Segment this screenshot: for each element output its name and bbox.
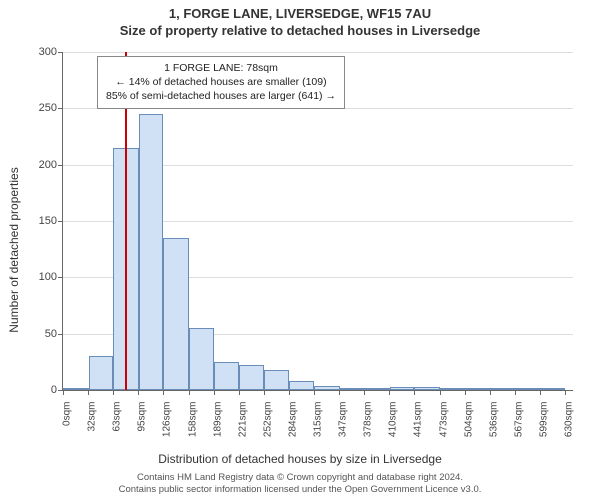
footer-line1: Contains HM Land Registry data © Crown c… [0,472,600,484]
x-tick [465,390,466,395]
x-tick-label: 504sqm [463,402,474,438]
x-tick [364,390,365,395]
x-tick-label: 32sqm [87,402,98,432]
x-tick-label: 630sqm [564,402,575,438]
x-tick-label: 95sqm [137,402,148,432]
y-tick [58,165,63,166]
x-tick-label: 126sqm [162,402,173,438]
x-tick [163,390,164,395]
x-tick-label: 473sqm [438,402,449,438]
y-axis-title: Number of detached properties [7,167,21,332]
y-tick-label: 300 [39,46,57,58]
y-tick [58,52,63,53]
histogram-bar [239,365,264,390]
y-tick [58,334,63,335]
histogram-bar [340,388,365,390]
x-tick [414,390,415,395]
histogram-bar [89,356,114,390]
x-tick-label: 63sqm [112,402,123,432]
x-tick-label: 378sqm [363,402,374,438]
histogram-bar [490,388,515,390]
info-box: 1 FORGE LANE: 78sqm← 14% of detached hou… [97,56,345,109]
histogram-bar [465,388,491,390]
y-tick [58,277,63,278]
y-tick-label: 200 [39,159,57,171]
histogram-bar [390,387,415,390]
x-tick-label: 315sqm [313,402,324,438]
x-tick [138,390,139,395]
y-tick [58,108,63,109]
x-tick-label: 0sqm [62,402,73,426]
y-tick-label: 100 [39,271,57,283]
histogram-bar [63,388,89,390]
y-tick-label: 50 [45,328,57,340]
histogram-bar [163,238,189,390]
x-tick [88,390,89,395]
page-title-line1: 1, FORGE LANE, LIVERSEDGE, WF15 7AU [0,0,600,21]
x-tick-label: 536sqm [488,402,499,438]
x-tick [189,390,190,395]
histogram-bar [214,362,240,390]
x-tick [339,390,340,395]
x-tick [63,390,64,395]
y-tick-label: 0 [51,384,57,396]
y-tick-label: 150 [39,215,57,227]
info-box-line: ← 14% of detached houses are smaller (10… [106,75,336,89]
attribution-footer: Contains HM Land Registry data © Crown c… [0,472,600,496]
x-tick [515,390,516,395]
y-tick [58,221,63,222]
info-box-line: 85% of semi-detached houses are larger (… [106,89,336,103]
x-tick [389,390,390,395]
x-tick [264,390,265,395]
x-tick [239,390,240,395]
x-tick-label: 284sqm [287,402,298,438]
x-tick-label: 189sqm [212,402,223,438]
histogram-bar [189,328,214,390]
histogram-bar [440,388,465,390]
footer-line2: Contains public sector information licen… [0,484,600,496]
x-tick [565,390,566,395]
histogram-bar [139,114,164,390]
x-tick-label: 221sqm [237,402,248,438]
x-tick-label: 567sqm [513,402,524,438]
x-tick-label: 410sqm [388,402,399,438]
gridline [63,52,573,53]
histogram-bar [414,387,440,390]
x-axis-title: Distribution of detached houses by size … [0,452,600,466]
x-tick [540,390,541,395]
x-tick [490,390,491,395]
histogram-bar [364,388,390,390]
x-tick [113,390,114,395]
histogram-plot: 0501001502002503000sqm32sqm63sqm95sqm126… [62,52,573,391]
histogram-bar [264,370,290,390]
x-tick-label: 441sqm [413,402,424,438]
x-tick [314,390,315,395]
histogram-bar [515,388,541,390]
x-tick [440,390,441,395]
y-tick-label: 250 [39,102,57,114]
histogram-bar [540,388,565,390]
info-box-line: 1 FORGE LANE: 78sqm [106,61,336,75]
x-tick [289,390,290,395]
x-tick-label: 347sqm [338,402,349,438]
histogram-bar [289,381,314,390]
x-tick [214,390,215,395]
histogram-bar [314,386,340,391]
x-tick-label: 599sqm [538,402,549,438]
page-title-line2: Size of property relative to detached ho… [0,21,600,38]
x-tick-label: 158sqm [187,402,198,438]
x-tick-label: 252sqm [262,402,273,438]
